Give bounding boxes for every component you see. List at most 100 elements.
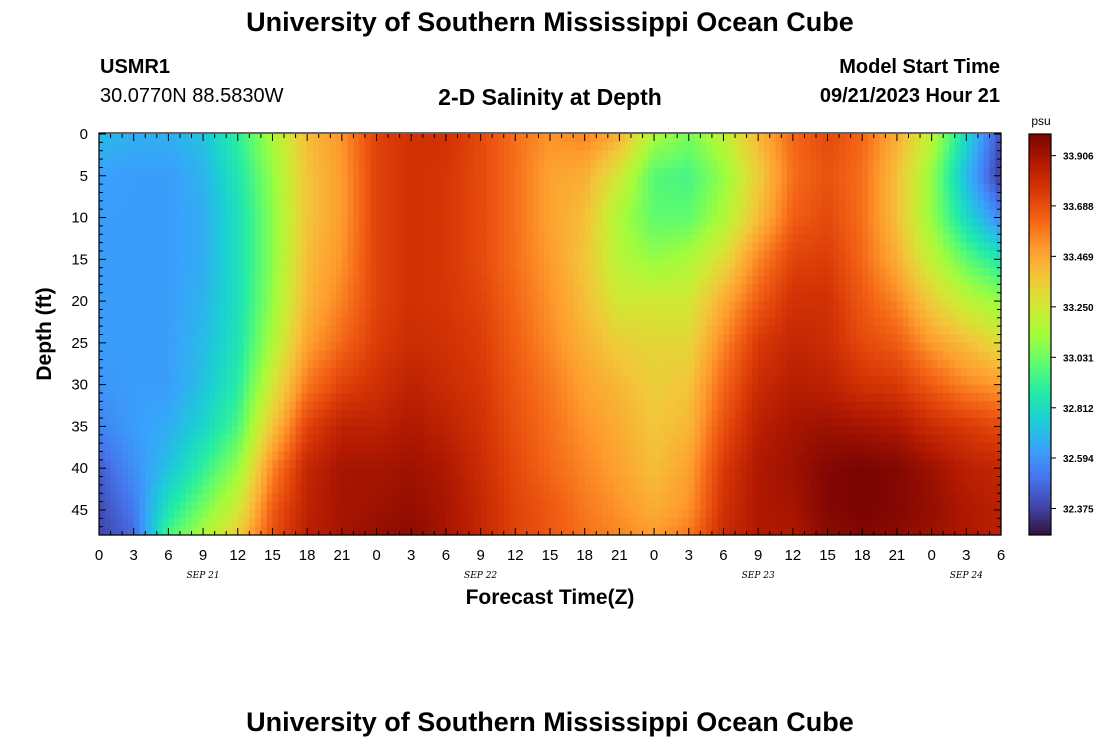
heatmap-cell <box>347 459 355 469</box>
heatmap-cell <box>509 259 516 269</box>
heatmap-cell <box>561 326 568 336</box>
heatmap-cell <box>382 526 389 536</box>
heatmap-cell <box>550 225 557 235</box>
heatmap-cell <box>197 200 204 210</box>
heatmap-cell <box>127 309 135 319</box>
heatmap-cell <box>497 384 505 394</box>
heatmap-cell <box>625 401 632 411</box>
heatmap-cell <box>521 301 528 311</box>
heatmap-cell <box>324 267 331 277</box>
heatmap-cell <box>567 401 574 411</box>
heatmap-cell <box>364 217 372 227</box>
heatmap-cell <box>127 376 135 386</box>
heatmap-cell <box>497 468 505 478</box>
heatmap-cell <box>694 501 701 511</box>
heatmap-cell <box>278 359 285 369</box>
heatmap-cell <box>538 301 545 311</box>
heatmap-cell <box>388 225 395 235</box>
heatmap-cell <box>654 409 661 419</box>
heatmap-cell <box>347 426 355 436</box>
heatmap-cell <box>636 434 644 444</box>
heatmap-cell <box>272 351 279 361</box>
heatmap-cell <box>503 267 511 277</box>
heatmap-cell <box>602 326 609 336</box>
heatmap-cell <box>133 434 141 444</box>
heatmap-cell <box>526 443 534 453</box>
heatmap-cell <box>185 451 193 461</box>
heatmap-cell <box>688 476 696 486</box>
heatmap-cell <box>619 484 626 494</box>
heatmap-cell <box>243 301 250 311</box>
heatmap-cell <box>359 526 366 536</box>
heatmap-cell <box>324 200 331 210</box>
heatmap-cell <box>376 301 383 311</box>
heatmap-cell <box>104 484 112 494</box>
heatmap-cell <box>162 434 169 444</box>
heatmap-cell <box>197 418 204 427</box>
heatmap-cell <box>457 351 464 361</box>
heatmap-cell <box>630 259 638 269</box>
heatmap-cell <box>555 317 563 327</box>
heatmap-cell <box>648 276 655 285</box>
heatmap-cell <box>370 267 378 277</box>
heatmap-cell <box>422 309 430 319</box>
heatmap-cell <box>376 250 383 260</box>
heatmap-cell <box>411 250 418 260</box>
heatmap-cell <box>301 225 308 235</box>
heatmap-cell <box>191 167 198 177</box>
heatmap-cell <box>231 242 239 252</box>
heatmap-cell <box>301 234 308 244</box>
heatmap-cell <box>174 134 181 143</box>
heatmap-cell <box>353 301 360 311</box>
heatmap-cell <box>179 476 187 486</box>
heatmap-cell <box>682 167 690 177</box>
heatmap-cell <box>382 326 389 336</box>
heatmap-cell <box>133 401 141 411</box>
heatmap-cell <box>312 351 320 361</box>
heatmap-cell <box>469 276 476 285</box>
heatmap-cell <box>578 276 586 285</box>
heatmap-cell <box>515 384 522 394</box>
heatmap-cell <box>417 284 424 294</box>
heatmap-cell <box>405 451 412 461</box>
heatmap-cell <box>625 142 632 152</box>
heatmap-cell <box>399 334 407 344</box>
heatmap-cell <box>179 392 187 402</box>
heatmap-cell <box>555 309 563 319</box>
heatmap-cell <box>422 376 430 386</box>
heatmap-cell <box>497 401 505 411</box>
heatmap-cell <box>376 134 383 143</box>
heatmap-cell <box>463 200 470 210</box>
heatmap-cell <box>625 367 632 377</box>
heatmap-cell <box>451 267 459 277</box>
heatmap-cell <box>197 276 204 285</box>
heatmap-cell <box>607 392 615 402</box>
heatmap-cell <box>636 200 644 210</box>
heatmap-cell <box>203 225 210 235</box>
heatmap-cell <box>555 184 563 194</box>
heatmap-cell <box>625 459 632 469</box>
heatmap-cell <box>151 443 158 453</box>
heatmap-cell <box>422 493 430 503</box>
heatmap-cell <box>388 200 395 210</box>
heatmap-cell <box>266 451 274 461</box>
heatmap-cell <box>272 342 279 352</box>
heatmap-cell <box>555 459 563 469</box>
heatmap-cell <box>156 493 164 503</box>
heatmap-cell <box>336 451 343 461</box>
heatmap-cell <box>509 309 516 319</box>
heatmap-cell <box>497 367 505 377</box>
heatmap-cell <box>659 509 667 519</box>
heatmap-cell <box>341 242 349 252</box>
heatmap-cell <box>185 359 193 369</box>
heatmap-cell <box>162 150 169 160</box>
heatmap-cell <box>370 334 378 344</box>
heatmap-cell <box>278 167 285 177</box>
heatmap-cell <box>127 292 135 302</box>
heatmap-cell <box>341 451 349 461</box>
heatmap-cell <box>417 217 424 227</box>
heatmap-cell <box>191 443 198 453</box>
heatmap-cell <box>497 134 505 143</box>
heatmap-cell <box>486 376 493 386</box>
heatmap-cell <box>99 418 106 427</box>
